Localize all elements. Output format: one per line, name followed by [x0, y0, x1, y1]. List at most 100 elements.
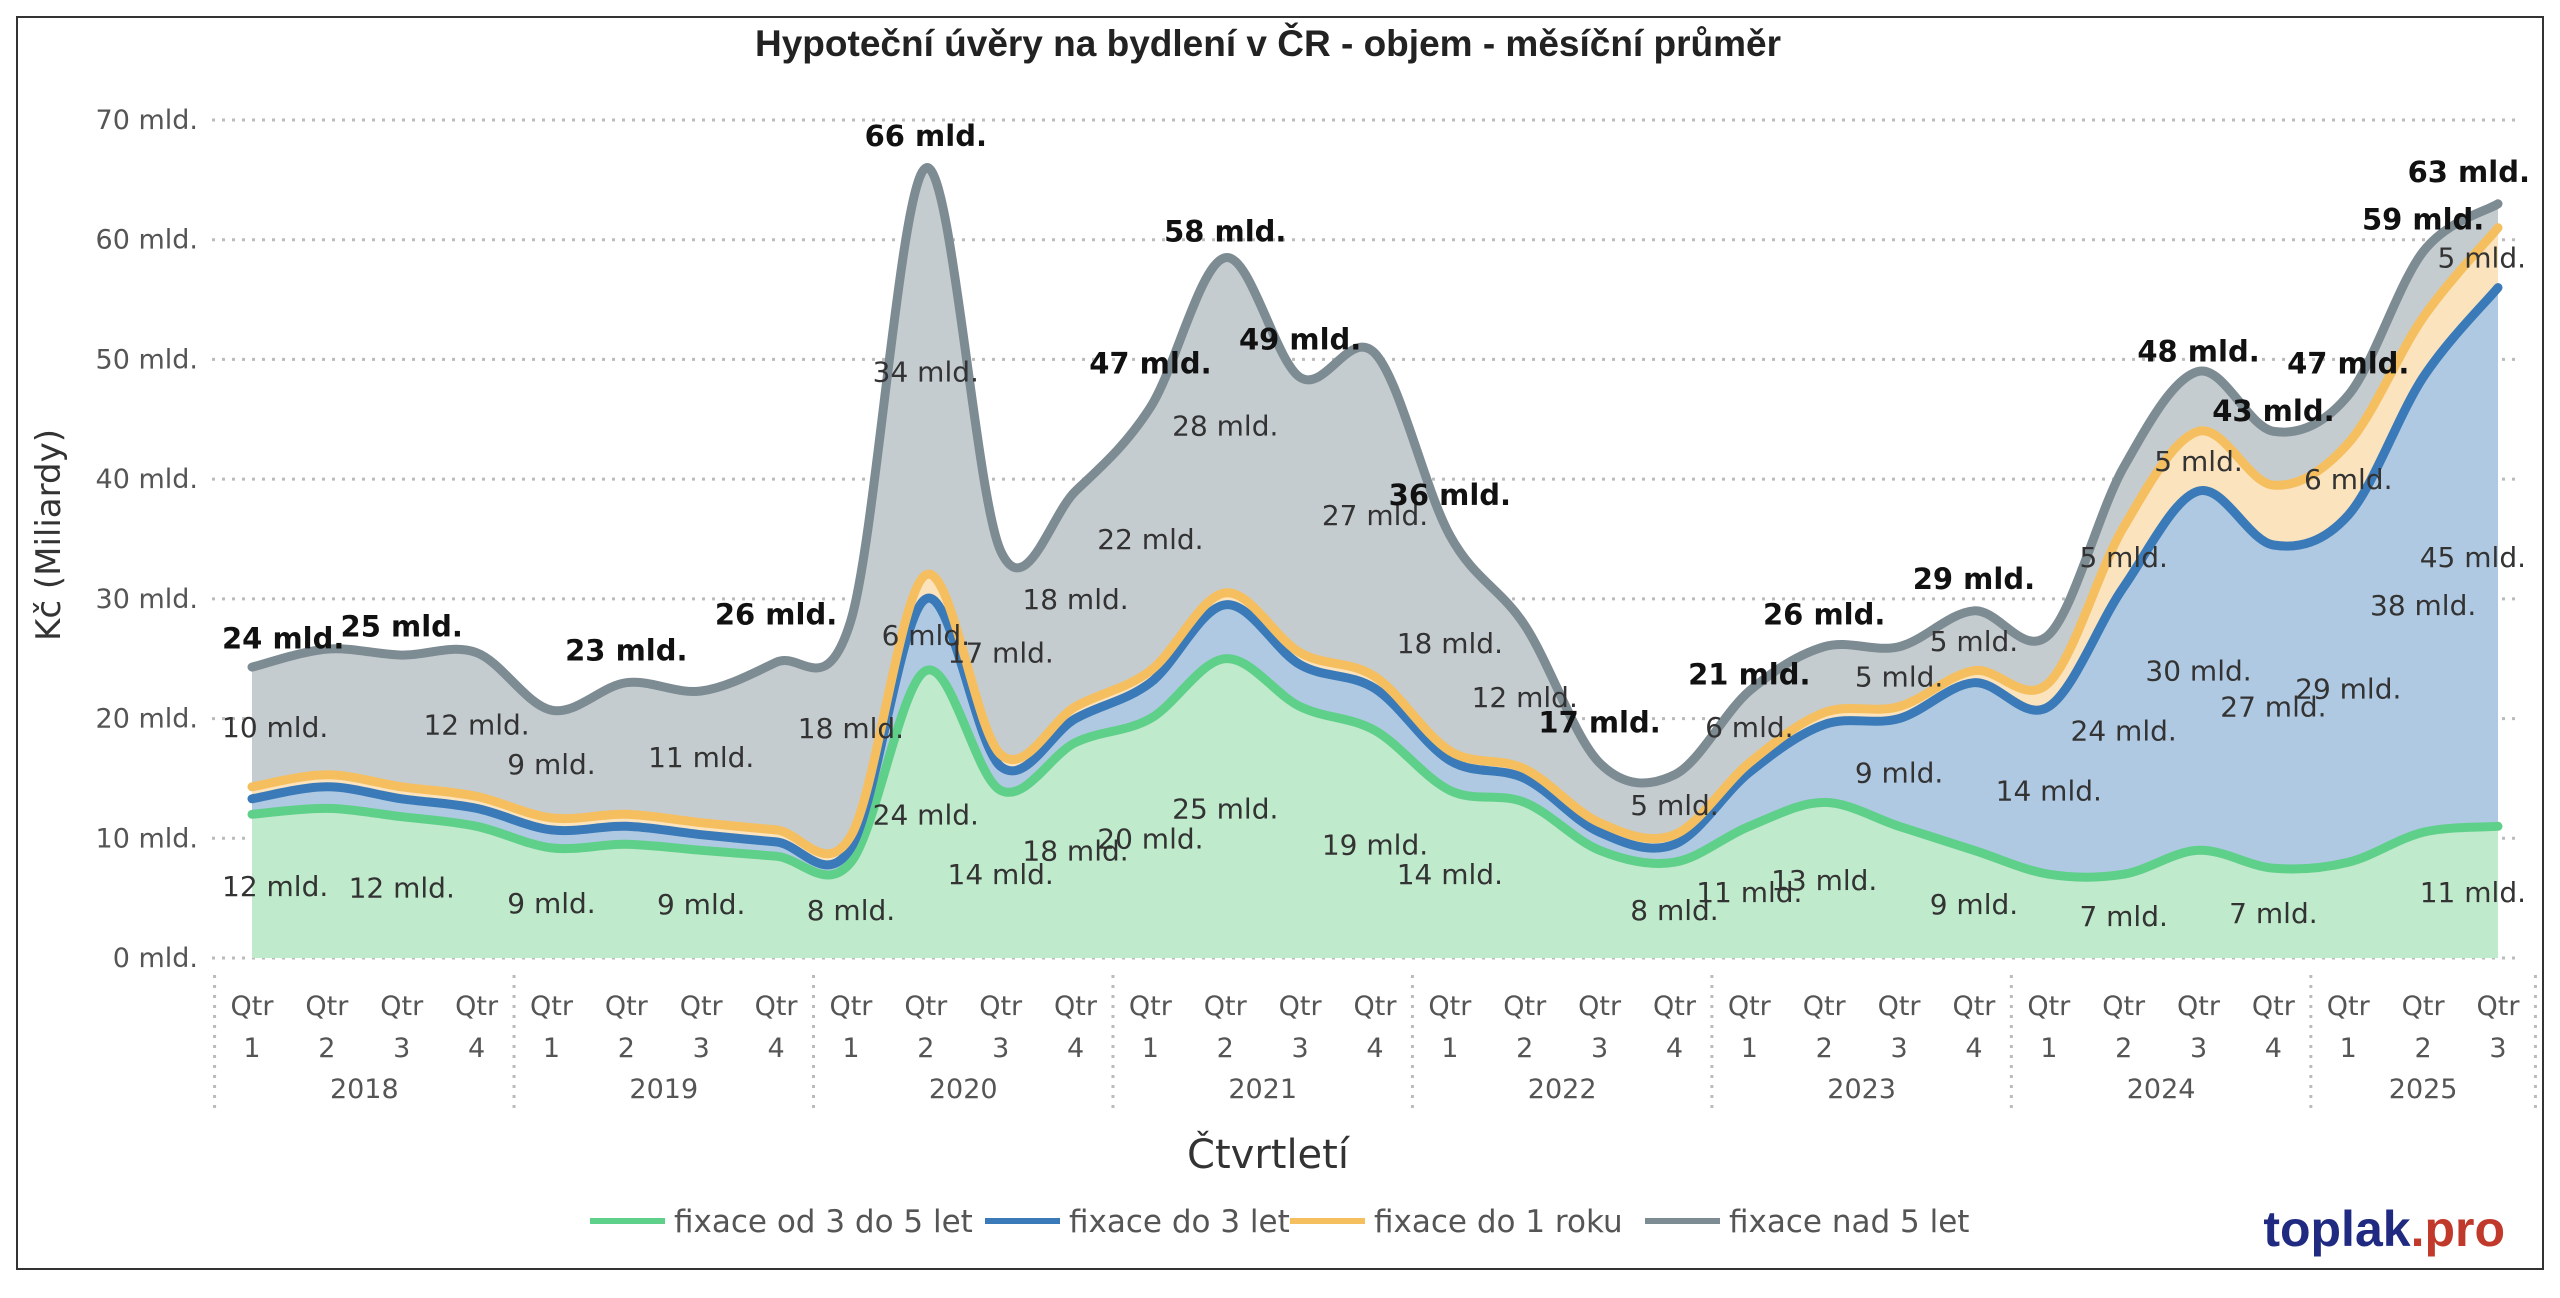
y-tick-label: 0 mld.: [113, 943, 198, 974]
x-tick-label: Qtr: [2252, 991, 2296, 1022]
total-label: 23 mld.: [565, 634, 687, 668]
x-tick-label: 3: [393, 1033, 410, 1064]
x-tick-label: 2: [1816, 1033, 1833, 1064]
x-tick-label: 1: [2040, 1033, 2057, 1064]
series-area: [252, 658, 2498, 958]
x-tick-label: 2: [917, 1033, 934, 1064]
total-label: 48 mld.: [2137, 334, 2259, 368]
data-label: 6 mld.: [882, 619, 970, 652]
year-label: 2023: [1827, 1074, 1896, 1105]
data-label: 5 mld.: [1930, 625, 2018, 658]
x-tick-label: 1: [2340, 1033, 2357, 1064]
data-label: 28 mld.: [1172, 409, 1278, 442]
data-label: 5 mld.: [2079, 541, 2167, 574]
x-tick-label: Qtr: [231, 991, 275, 1022]
x-tick-label: Qtr: [2177, 991, 2221, 1022]
x-tick-label: 3: [693, 1033, 710, 1064]
x-tick-label: 3: [1591, 1033, 1608, 1064]
data-label: 29 mld.: [2295, 673, 2401, 706]
total-label: 24 mld.: [222, 622, 344, 656]
total-label: 59 mld.: [2362, 203, 2484, 237]
data-label: 45 mld.: [2420, 541, 2526, 574]
total-label: 43 mld.: [2212, 394, 2334, 428]
legend-label: fixace do 1 roku: [1374, 1204, 1623, 1240]
x-tick-label: Qtr: [1653, 991, 1697, 1022]
total-label: 47 mld.: [1089, 346, 1211, 380]
total-label: 25 mld.: [341, 610, 463, 644]
data-label: 18 mld.: [1022, 583, 1128, 616]
brand-logo: toplak.pro: [2263, 1201, 2505, 1257]
total-label: 47 mld.: [2287, 346, 2409, 380]
data-label: 24 mld.: [2071, 715, 2177, 748]
data-label: 12 mld.: [423, 709, 529, 742]
data-label: 19 mld.: [1322, 828, 1428, 861]
total-label: 21 mld.: [1688, 658, 1810, 692]
x-tick-label: 1: [1741, 1033, 1758, 1064]
y-tick-label: 20 mld.: [96, 704, 198, 735]
series-line: [247, 223, 2503, 859]
data-label: 5 mld.: [1630, 789, 1718, 822]
legend-label: fixace do 3 let: [1069, 1204, 1290, 1240]
x-tick-label: Qtr: [2102, 991, 2146, 1022]
x-tick-label: 4: [1366, 1033, 1383, 1064]
data-label: 30 mld.: [2145, 655, 2251, 688]
year-label: 2022: [1528, 1074, 1597, 1105]
series-areas: [252, 167, 2498, 958]
x-tick-label: Qtr: [2327, 991, 2371, 1022]
data-label: 9 mld.: [657, 888, 745, 921]
data-label: 18 mld.: [798, 712, 904, 745]
data-label: 27 mld.: [2220, 691, 2326, 724]
brand-name: toplak: [2263, 1201, 2410, 1257]
data-label: 17 mld.: [948, 637, 1054, 670]
chart-frame: [16, 16, 2544, 1270]
year-label: 2024: [2127, 1074, 2196, 1105]
data-label: 9 mld.: [1855, 756, 1943, 789]
data-label: 14 mld.: [1996, 774, 2102, 807]
x-tick-label: 4: [2265, 1033, 2282, 1064]
x-tick-label: Qtr: [1578, 991, 1622, 1022]
x-tick-label: Qtr: [455, 991, 499, 1022]
year-label: 2021: [1228, 1074, 1297, 1105]
total-label: 49 mld.: [1239, 322, 1361, 356]
x-tick-label: Qtr: [1728, 991, 1772, 1022]
x-tick-label: Qtr: [380, 991, 424, 1022]
data-labels: 12 mld. 12 mld. 9 mld. 9 mld. 8 mld. 24 mld. 1…: [222, 119, 2530, 933]
y-axis-ticks: 0 mld. 10 mld. 20 mld. 30 mld. 40 mld. 50 mld…: [96, 105, 198, 974]
x-tick-label: Qtr: [904, 991, 948, 1022]
y-tick-label: 50 mld.: [96, 344, 198, 375]
x-tick-label: Qtr: [1878, 991, 1922, 1022]
x-tick-label: 1: [543, 1033, 560, 1064]
x-tick-label: 4: [767, 1033, 784, 1064]
y-tick-label: 40 mld.: [96, 464, 198, 495]
data-label: 20 mld.: [1097, 822, 1203, 855]
total-label: 26 mld.: [1763, 598, 1885, 632]
x-tick-label: 2: [618, 1033, 635, 1064]
total-label: 66 mld.: [865, 119, 987, 153]
year-label: 2020: [929, 1074, 998, 1105]
data-label: 9 mld.: [507, 748, 595, 781]
data-label: 25 mld.: [1172, 792, 1278, 825]
x-tick-label: Qtr: [530, 991, 574, 1022]
series-area: [252, 287, 2498, 878]
year-label: 2018: [330, 1074, 399, 1105]
series-line: [247, 283, 2503, 870]
data-label: 5 mld.: [2154, 445, 2242, 478]
y-axis-title: Kč (Miliardy): [29, 429, 69, 641]
x-tick-label: 4: [1067, 1033, 1084, 1064]
data-label: 11 mld.: [2420, 876, 2526, 909]
x-tick-label: Qtr: [305, 991, 349, 1022]
data-label: 7 mld.: [2229, 897, 2317, 930]
legend-label: fixace od 3 do 5 let: [674, 1204, 973, 1240]
total-label: 17 mld.: [1538, 705, 1660, 739]
x-tick-label: Qtr: [755, 991, 799, 1022]
y-tick-label: 30 mld.: [96, 584, 198, 615]
x-tick-label: Qtr: [1803, 991, 1847, 1022]
x-tick-label: 4: [1666, 1033, 1683, 1064]
chart-title: Hypoteční úvěry na bydlení v ČR - objem …: [755, 22, 1781, 64]
data-label: 10 mld.: [222, 711, 328, 744]
series-area: [252, 167, 2498, 854]
x-tick-label: 4: [1965, 1033, 1982, 1064]
x-axis: Qtr 1 Qtr 2 Qtr 3 Qtr 4 Qtr 1 Qtr 2 Qtr 3 Qtr 4 Qtr 1 Qtr 2…: [213, 975, 2537, 1115]
x-tick-label: Qtr: [2402, 991, 2446, 1022]
